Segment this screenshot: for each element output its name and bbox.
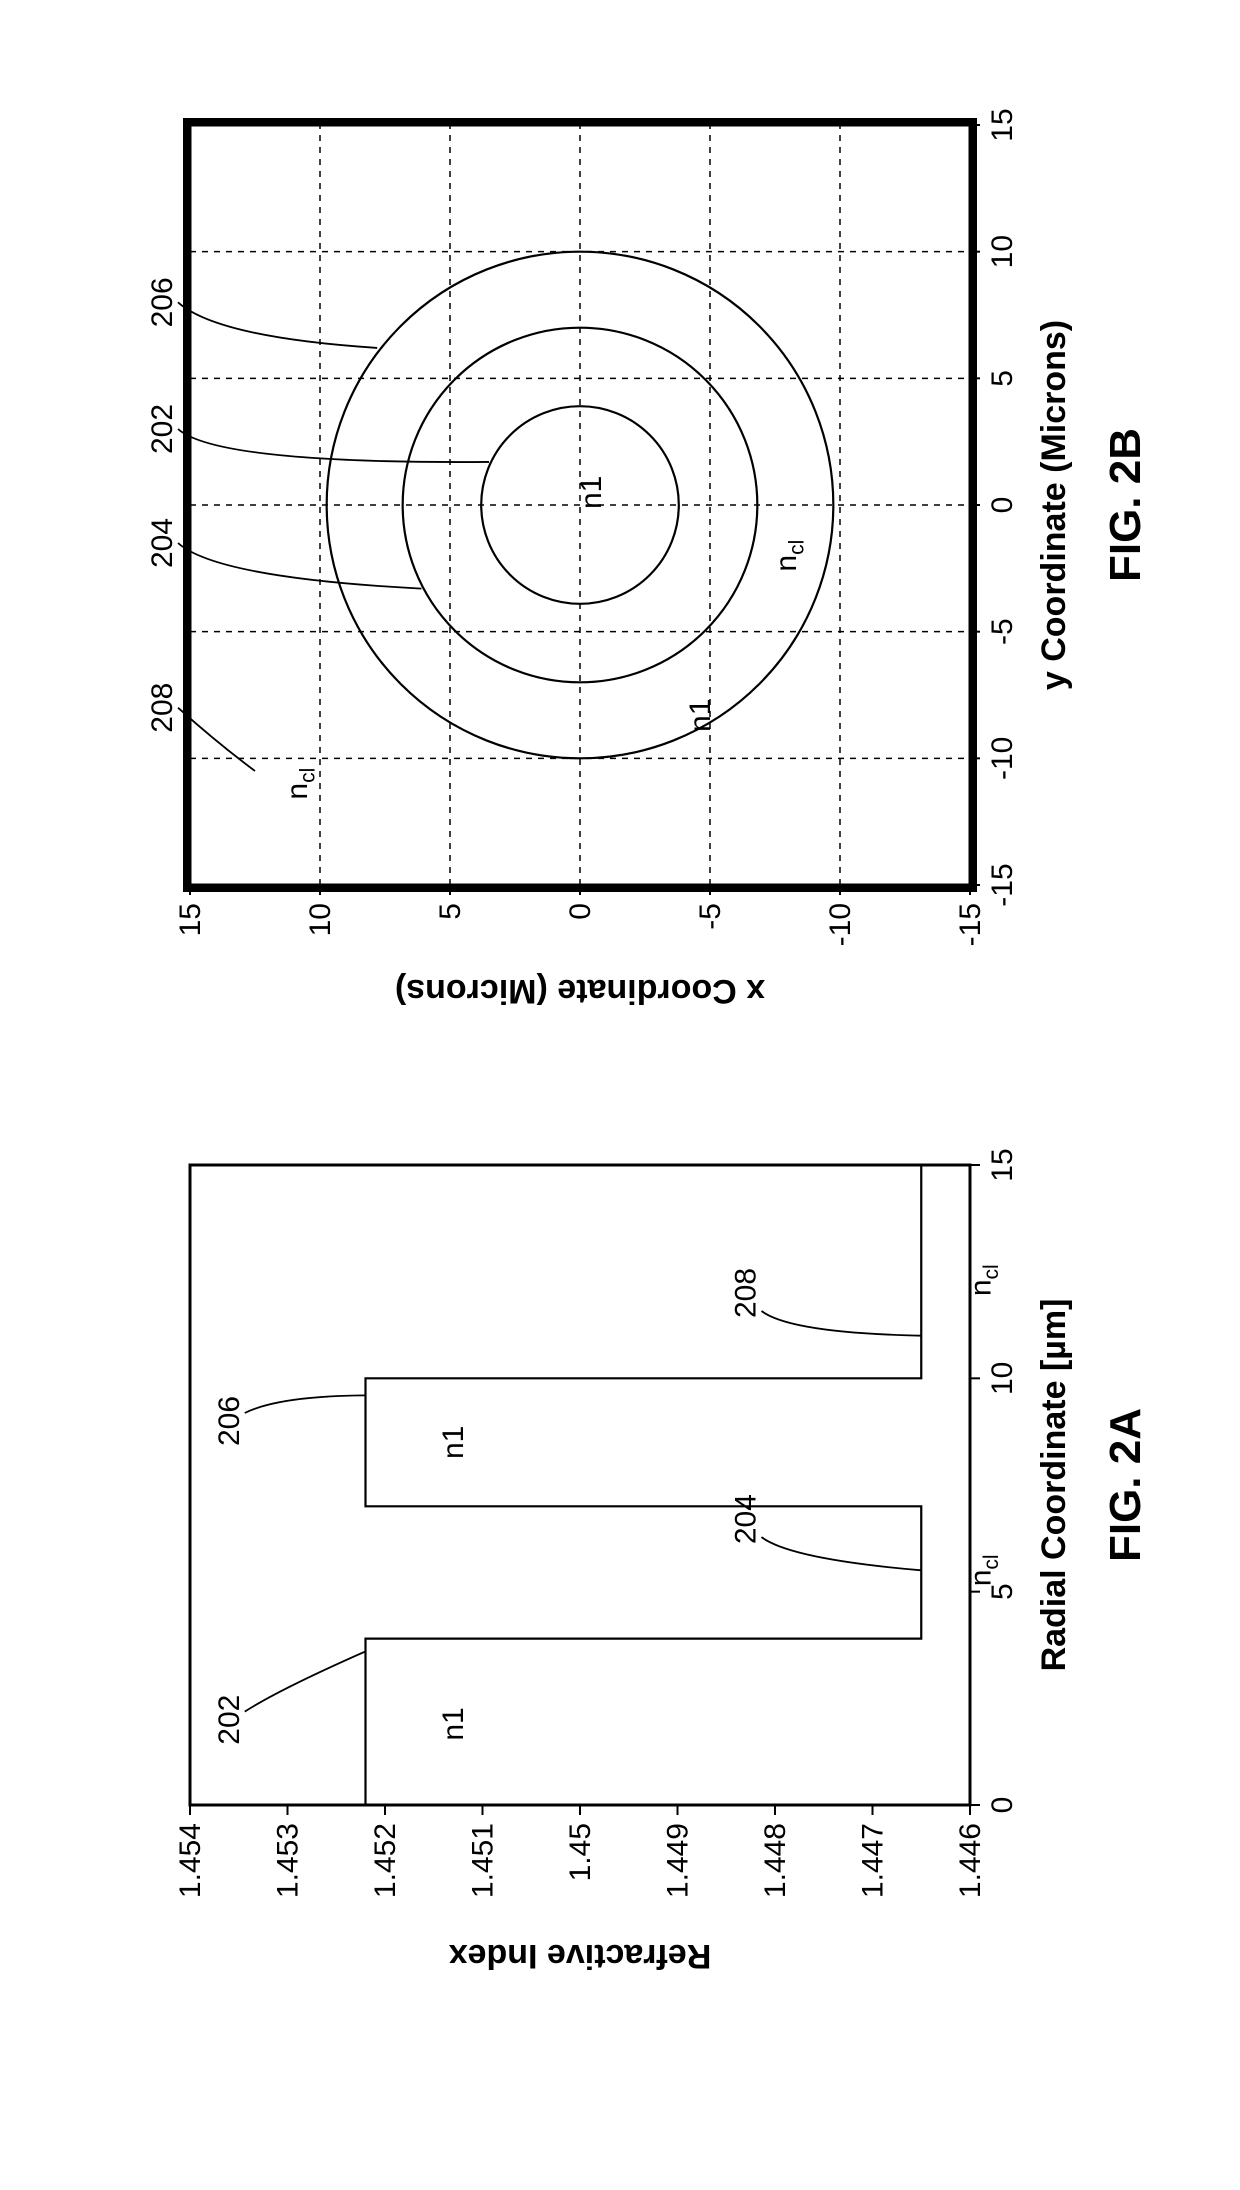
ytick-label: 15 (174, 903, 207, 936)
label-204-2b: 204 (146, 518, 179, 568)
label-204: 204 (730, 1494, 763, 1544)
xtick-label: 15 (986, 1148, 1019, 1181)
ytick-label: -15 (954, 903, 987, 946)
xtick-label: -5 (986, 618, 1019, 645)
label-206-2b-leader (178, 302, 377, 348)
y-axis-label: Refractive Index (449, 1937, 712, 1975)
ytick-label: 0 (564, 903, 597, 920)
xtick-label: 0 (986, 1797, 1019, 1814)
ytick-label: 1.45 (564, 1823, 597, 1881)
label-n1-core: n1 (437, 1707, 470, 1740)
label-208: 208 (730, 1268, 763, 1318)
ytick-label: -10 (824, 903, 857, 946)
ytick-label: 1.449 (662, 1823, 695, 1898)
ytick-label: 1.454 (174, 1823, 207, 1898)
fig-2b-caption: FIG. 2B (1101, 428, 1150, 582)
fig-2a-frame (190, 1165, 970, 1805)
ytick-label: 5 (434, 903, 467, 920)
fig-2b-panel: -15-15 -10 -10 -5 -5 0 0 5 5 10 10 15 15 n1 n1 ncl ncl 20… (146, 108, 1150, 1010)
ytick-label: 1.452 (369, 1823, 402, 1898)
label-n1-center: n1 (575, 476, 608, 509)
xtick-label: 0 (986, 497, 1019, 514)
ytick-label: 1.447 (857, 1823, 890, 1898)
ytick-label: 10 (304, 903, 337, 936)
xtick-label: 15 (986, 108, 1019, 141)
label-n1-ring-2b: n1 (684, 699, 717, 732)
xtick-label: -15 (986, 863, 1019, 906)
xtick-label: 10 (986, 235, 1019, 268)
label-ncl-outer-2b: ncl (281, 768, 320, 800)
x-axis-label-2b: y Coordinate (Microns) (1035, 320, 1073, 690)
label-204-2b-leader (178, 543, 421, 589)
xtick-label: 5 (986, 370, 1019, 387)
fig-2a-caption: FIG. 2A (1101, 1408, 1150, 1562)
leader-202 (245, 1651, 366, 1711)
xtick-label: 10 (986, 1362, 1019, 1395)
figure-page: 1.446 1.447 1.448 1.449 1.45 1.451 1.452 1.453 1… (0, 0, 1240, 2185)
ytick-label: 1.446 (954, 1823, 987, 1898)
ytick-label: 1.448 (759, 1823, 792, 1898)
label-202-2b: 202 (146, 404, 179, 454)
x-axis-label: Radial Coordinate [µm] (1035, 1299, 1073, 1672)
leader-204 (762, 1537, 922, 1570)
leader-206 (245, 1395, 366, 1413)
leader-208 (762, 1311, 922, 1336)
ytick-label: 1.451 (467, 1823, 500, 1898)
label-206: 206 (213, 1396, 246, 1446)
ytick-label: 1.453 (272, 1823, 305, 1898)
label-208-2b: 208 (146, 683, 179, 733)
label-202: 202 (213, 1695, 246, 1745)
label-ncl-inner-2b: ncl (770, 540, 809, 572)
fig-2a-panel: 1.446 1.447 1.448 1.449 1.45 1.451 1.452 1.453 1… (174, 1148, 1150, 1975)
xtick-label: -10 (986, 737, 1019, 780)
ytick-label: -5 (694, 903, 727, 930)
label-n1-ring: n1 (437, 1426, 470, 1459)
y-axis-label-2b: x Coordinate (Microns) (395, 972, 765, 1010)
label-206-2b: 206 (146, 277, 179, 327)
